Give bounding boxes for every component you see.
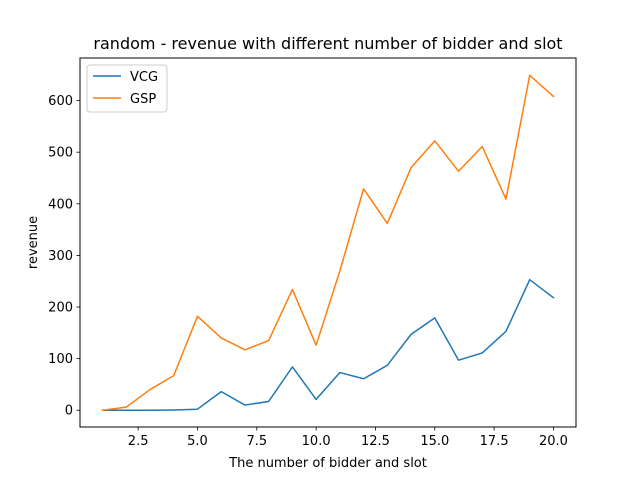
y-tick-label: 400 — [48, 197, 73, 212]
x-axis-ticks: 2.5 5.0 7.5 10.0 12.5 15.0 17.5 20.0 — [128, 427, 568, 449]
y-tick-label: 100 — [48, 352, 73, 367]
legend-label-gsp: GSP — [130, 92, 156, 107]
x-tick-label: 7.5 — [246, 434, 267, 449]
y-tick-label: 600 — [48, 94, 73, 109]
x-axis-label: The number of bidder and slot — [228, 456, 427, 471]
y-tick-label: 500 — [48, 146, 73, 161]
y-axis-label: revenue — [26, 216, 41, 269]
y-tick-label: 0 — [65, 404, 73, 419]
x-tick-label: 17.5 — [480, 434, 509, 449]
y-axis-ticks: 0 100 200 300 400 500 600 — [48, 94, 80, 419]
y-tick-label: 200 — [48, 301, 73, 316]
x-tick-label: 5.0 — [187, 434, 208, 449]
x-tick-label: 20.0 — [539, 434, 568, 449]
series-line-gsp — [101, 74, 555, 412]
x-tick-label: 10.0 — [302, 434, 331, 449]
chart-title: random - revenue with different number o… — [93, 34, 562, 53]
legend: VCG GSP — [86, 64, 168, 113]
x-tick-label: 15.0 — [420, 434, 449, 449]
legend-label-vcg: VCG — [130, 70, 158, 85]
x-tick-label: 12.5 — [361, 434, 390, 449]
plot-frame — [79, 57, 577, 428]
y-tick-label: 300 — [48, 249, 73, 264]
x-tick-label: 2.5 — [128, 434, 149, 449]
series-line-vcg — [101, 278, 555, 411]
series-lines — [101, 74, 555, 412]
